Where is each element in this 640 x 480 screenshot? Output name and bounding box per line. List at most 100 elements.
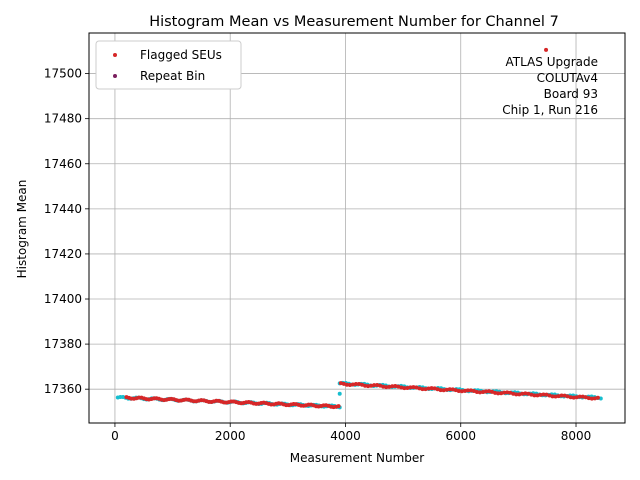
- data-point: [517, 392, 522, 397]
- data-points: [115, 47, 603, 410]
- y-tick-label: 17480: [44, 112, 82, 126]
- data-point: [526, 391, 531, 396]
- data-point: [514, 392, 519, 397]
- data-point: [556, 394, 561, 399]
- data-point: [432, 386, 437, 391]
- data-point: [360, 382, 365, 387]
- data-point: [550, 394, 555, 399]
- x-axis: 0 2000 4000 6000 8000: [111, 423, 591, 443]
- data-point: [480, 390, 485, 395]
- data-point: [390, 384, 395, 389]
- data-point: [405, 385, 410, 390]
- data-point: [435, 387, 440, 392]
- data-point: [426, 386, 431, 391]
- data-point: [592, 396, 597, 401]
- data-point: [357, 382, 362, 387]
- data-point: [462, 388, 467, 393]
- data-point: [341, 381, 346, 386]
- x-tick-label: 2000: [215, 429, 246, 443]
- legend-label-repeat: Repeat Bin: [140, 69, 205, 83]
- data-point: [562, 393, 567, 398]
- data-point: [547, 393, 552, 398]
- legend-box: [95, 40, 242, 90]
- x-tick-label: 4000: [330, 429, 361, 443]
- data-point: [402, 386, 407, 391]
- data-point: [490, 389, 495, 394]
- data-point: [471, 389, 476, 394]
- data-point: [411, 385, 416, 390]
- data-point: [595, 395, 600, 400]
- data-point: [468, 388, 473, 393]
- annotation-line-1: ATLAS Upgrade: [505, 55, 598, 69]
- data-point: [336, 404, 341, 409]
- data-point: [384, 385, 389, 390]
- x-tick-label: 6000: [445, 429, 476, 443]
- data-point: [541, 392, 546, 397]
- data-point: [532, 393, 537, 398]
- data-point: [529, 392, 534, 397]
- data-point: [535, 393, 540, 398]
- legend-label-flagged: Flagged SEUs: [140, 48, 222, 62]
- data-point: [456, 389, 461, 394]
- data-point: [568, 395, 573, 400]
- data-point: [583, 395, 588, 400]
- data-point: [523, 391, 528, 396]
- data-point: [484, 389, 489, 394]
- y-tick-label: 17420: [44, 247, 82, 261]
- y-tick-label: 17460: [44, 157, 82, 171]
- outlier-point: [337, 391, 342, 396]
- data-point: [420, 387, 425, 392]
- y-tick-label: 17500: [44, 67, 82, 81]
- data-point: [387, 384, 392, 389]
- data-point: [338, 381, 343, 386]
- data-point: [369, 383, 374, 388]
- data-point: [496, 391, 501, 396]
- data-point: [565, 394, 570, 399]
- data-point: [511, 391, 516, 396]
- data-point: [502, 390, 507, 395]
- data-point: [372, 383, 377, 388]
- data-point: [378, 383, 383, 388]
- data-point: [441, 388, 446, 393]
- data-point: [474, 389, 479, 394]
- data-point: [438, 388, 443, 393]
- data-point: [499, 391, 504, 396]
- data-point: [393, 384, 398, 389]
- data-point: [408, 385, 413, 390]
- legend-marker-repeat: [113, 74, 117, 78]
- y-axis: 17360 17380 17400 17420 17440 17460 17480 17500: [44, 67, 89, 396]
- annotation: ATLAS Upgrade COLUTAv4 Board 93 Chip 1, …: [502, 55, 598, 117]
- x-axis-label: Measurement Number: [290, 451, 424, 465]
- annotation-line-3: Board 93: [544, 87, 598, 101]
- legend: Flagged SEUs Repeat Bin: [95, 40, 242, 90]
- annotation-line-2: COLUTAv4: [537, 71, 598, 85]
- data-point: [493, 390, 498, 395]
- y-tick-label: 17360: [44, 382, 82, 396]
- data-point: [396, 384, 401, 389]
- data-point: [414, 385, 419, 390]
- data-point: [580, 394, 585, 399]
- data-point: [375, 383, 380, 388]
- plot-frame: [88, 32, 626, 424]
- data-point: [574, 395, 579, 400]
- chart-title: Histogram Mean vs Measurement Number for…: [149, 14, 559, 30]
- x-tick-label: 0: [111, 429, 119, 443]
- data-point: [447, 387, 452, 392]
- y-axis-label: Histogram Mean: [15, 180, 29, 279]
- outlier-point: [544, 47, 549, 52]
- data-point: [344, 382, 349, 387]
- data-point: [363, 383, 368, 388]
- data-point: [553, 394, 558, 399]
- data-point: [429, 386, 434, 391]
- data-point: [399, 385, 404, 390]
- y-tick-label: 17400: [44, 292, 82, 306]
- data-point: [417, 386, 422, 391]
- x-tick-label: 8000: [561, 429, 592, 443]
- legend-marker-flagged: [113, 53, 117, 57]
- data-point: [423, 387, 428, 392]
- data-point: [353, 382, 358, 387]
- data-point: [347, 382, 352, 387]
- data-point: [487, 389, 492, 394]
- data-point: [450, 387, 455, 392]
